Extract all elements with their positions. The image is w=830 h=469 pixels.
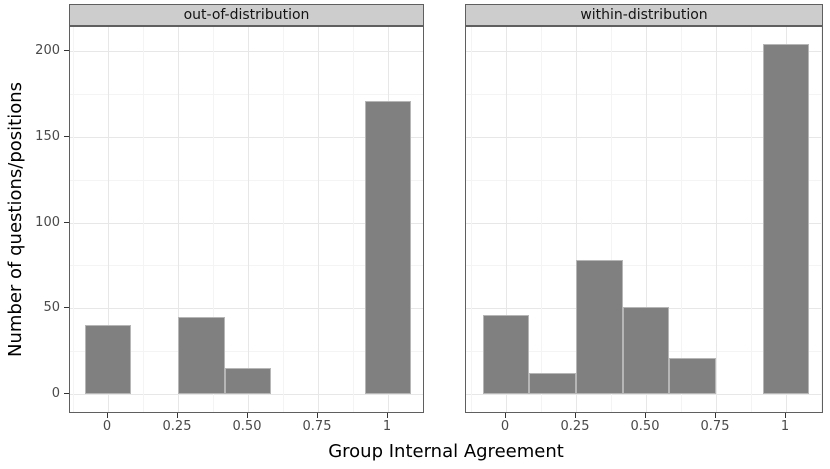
x-tick-label: 0.50 [630,419,660,434]
facet-strip-label: within-distribution [580,7,708,23]
x-major-gridline [646,27,647,412]
histogram-bar [622,306,670,394]
y-tick-label: 150 [35,128,60,144]
y-tick-label: 200 [35,43,60,58]
y-minor-gridline [70,351,423,353]
y-minor-gridline [70,265,423,267]
y-tick-label: 0 [51,386,60,401]
x-minor-gridline [681,27,682,412]
y-major-gridline [70,308,423,310]
histogram-bar [224,368,272,394]
facet-strip: out-of-distribution [69,4,424,26]
y-major-gridline [70,51,423,52]
y-minor-gridline [466,179,822,181]
y-major-gridline [466,136,822,138]
histogram-bar [84,325,132,394]
panel-within-distribution [465,26,823,413]
x-minor-gridline [471,27,472,412]
x-axis-title: Group Internal Agreement [328,441,564,462]
x-tick-label: 0 [500,419,510,434]
histogram-bar [482,315,530,394]
x-minor-gridline [541,27,542,412]
x-tick-label: 0.75 [302,419,332,434]
x-tick-mark [645,413,647,418]
x-tick-mark [505,413,507,418]
x-minor-gridline [143,27,144,412]
y-major-gridline [466,222,822,224]
x-major-gridline [576,27,577,412]
y-tick-mark [64,50,69,52]
y-axis-title-text: Number of questions/positions [4,82,26,357]
histogram-bar [575,260,623,394]
x-minor-gridline [353,27,354,412]
y-minor-gridline [466,93,822,95]
x-major-gridline [506,27,507,412]
x-minor-gridline [751,27,752,412]
x-minor-gridline [283,27,284,412]
x-major-gridline [318,27,319,412]
y-minor-gridline [70,93,423,95]
x-tick-label: 1 [382,419,392,434]
x-tick-mark [785,413,787,418]
x-tick-label: 0.25 [162,419,192,434]
facet-strip: within-distribution [465,4,823,26]
y-tick-label: 50 [43,300,60,316]
y-major-gridline [70,394,423,395]
panel-out-of-distribution [69,26,424,413]
x-tick-label: 0.50 [232,419,262,434]
x-minor-gridline [423,27,424,412]
x-tick-mark [247,413,249,418]
y-major-gridline [466,51,822,52]
y-major-gridline [70,222,423,224]
histogram-bar [364,100,412,394]
histogram-bar [529,373,577,394]
x-tick-label: 0 [102,419,112,434]
x-tick-mark [107,413,109,418]
x-tick-mark [177,413,179,418]
x-tick-mark [715,413,717,418]
x-tick-label: 0.25 [560,419,590,434]
x-minor-gridline [73,27,74,412]
x-tick-mark [317,413,319,418]
x-tick-label: 0.75 [700,419,730,434]
y-major-gridline [70,136,423,138]
y-axis-title: Number of questions/positions [0,26,30,413]
y-tick-mark [64,307,69,309]
y-tick-label: 100 [35,214,60,230]
y-tick-mark [64,393,69,395]
x-major-gridline [178,27,179,412]
x-tick-mark [575,413,577,418]
x-tick-mark [387,413,389,418]
facet-strip-label: out-of-distribution [183,7,310,23]
y-minor-gridline [70,179,423,181]
x-minor-gridline [611,27,612,412]
x-major-gridline [248,27,249,412]
y-tick-mark [64,135,69,137]
x-major-gridline [108,27,109,412]
x-tick-label: 1 [780,419,790,434]
x-major-gridline [716,27,717,412]
y-minor-gridline [466,265,822,267]
histogram-bar [177,316,225,394]
x-minor-gridline [821,27,822,412]
x-minor-gridline [213,27,214,412]
histogram-bar [669,357,717,394]
histogram-bar [762,44,810,394]
y-tick-mark [64,221,69,223]
y-major-gridline [466,394,822,395]
